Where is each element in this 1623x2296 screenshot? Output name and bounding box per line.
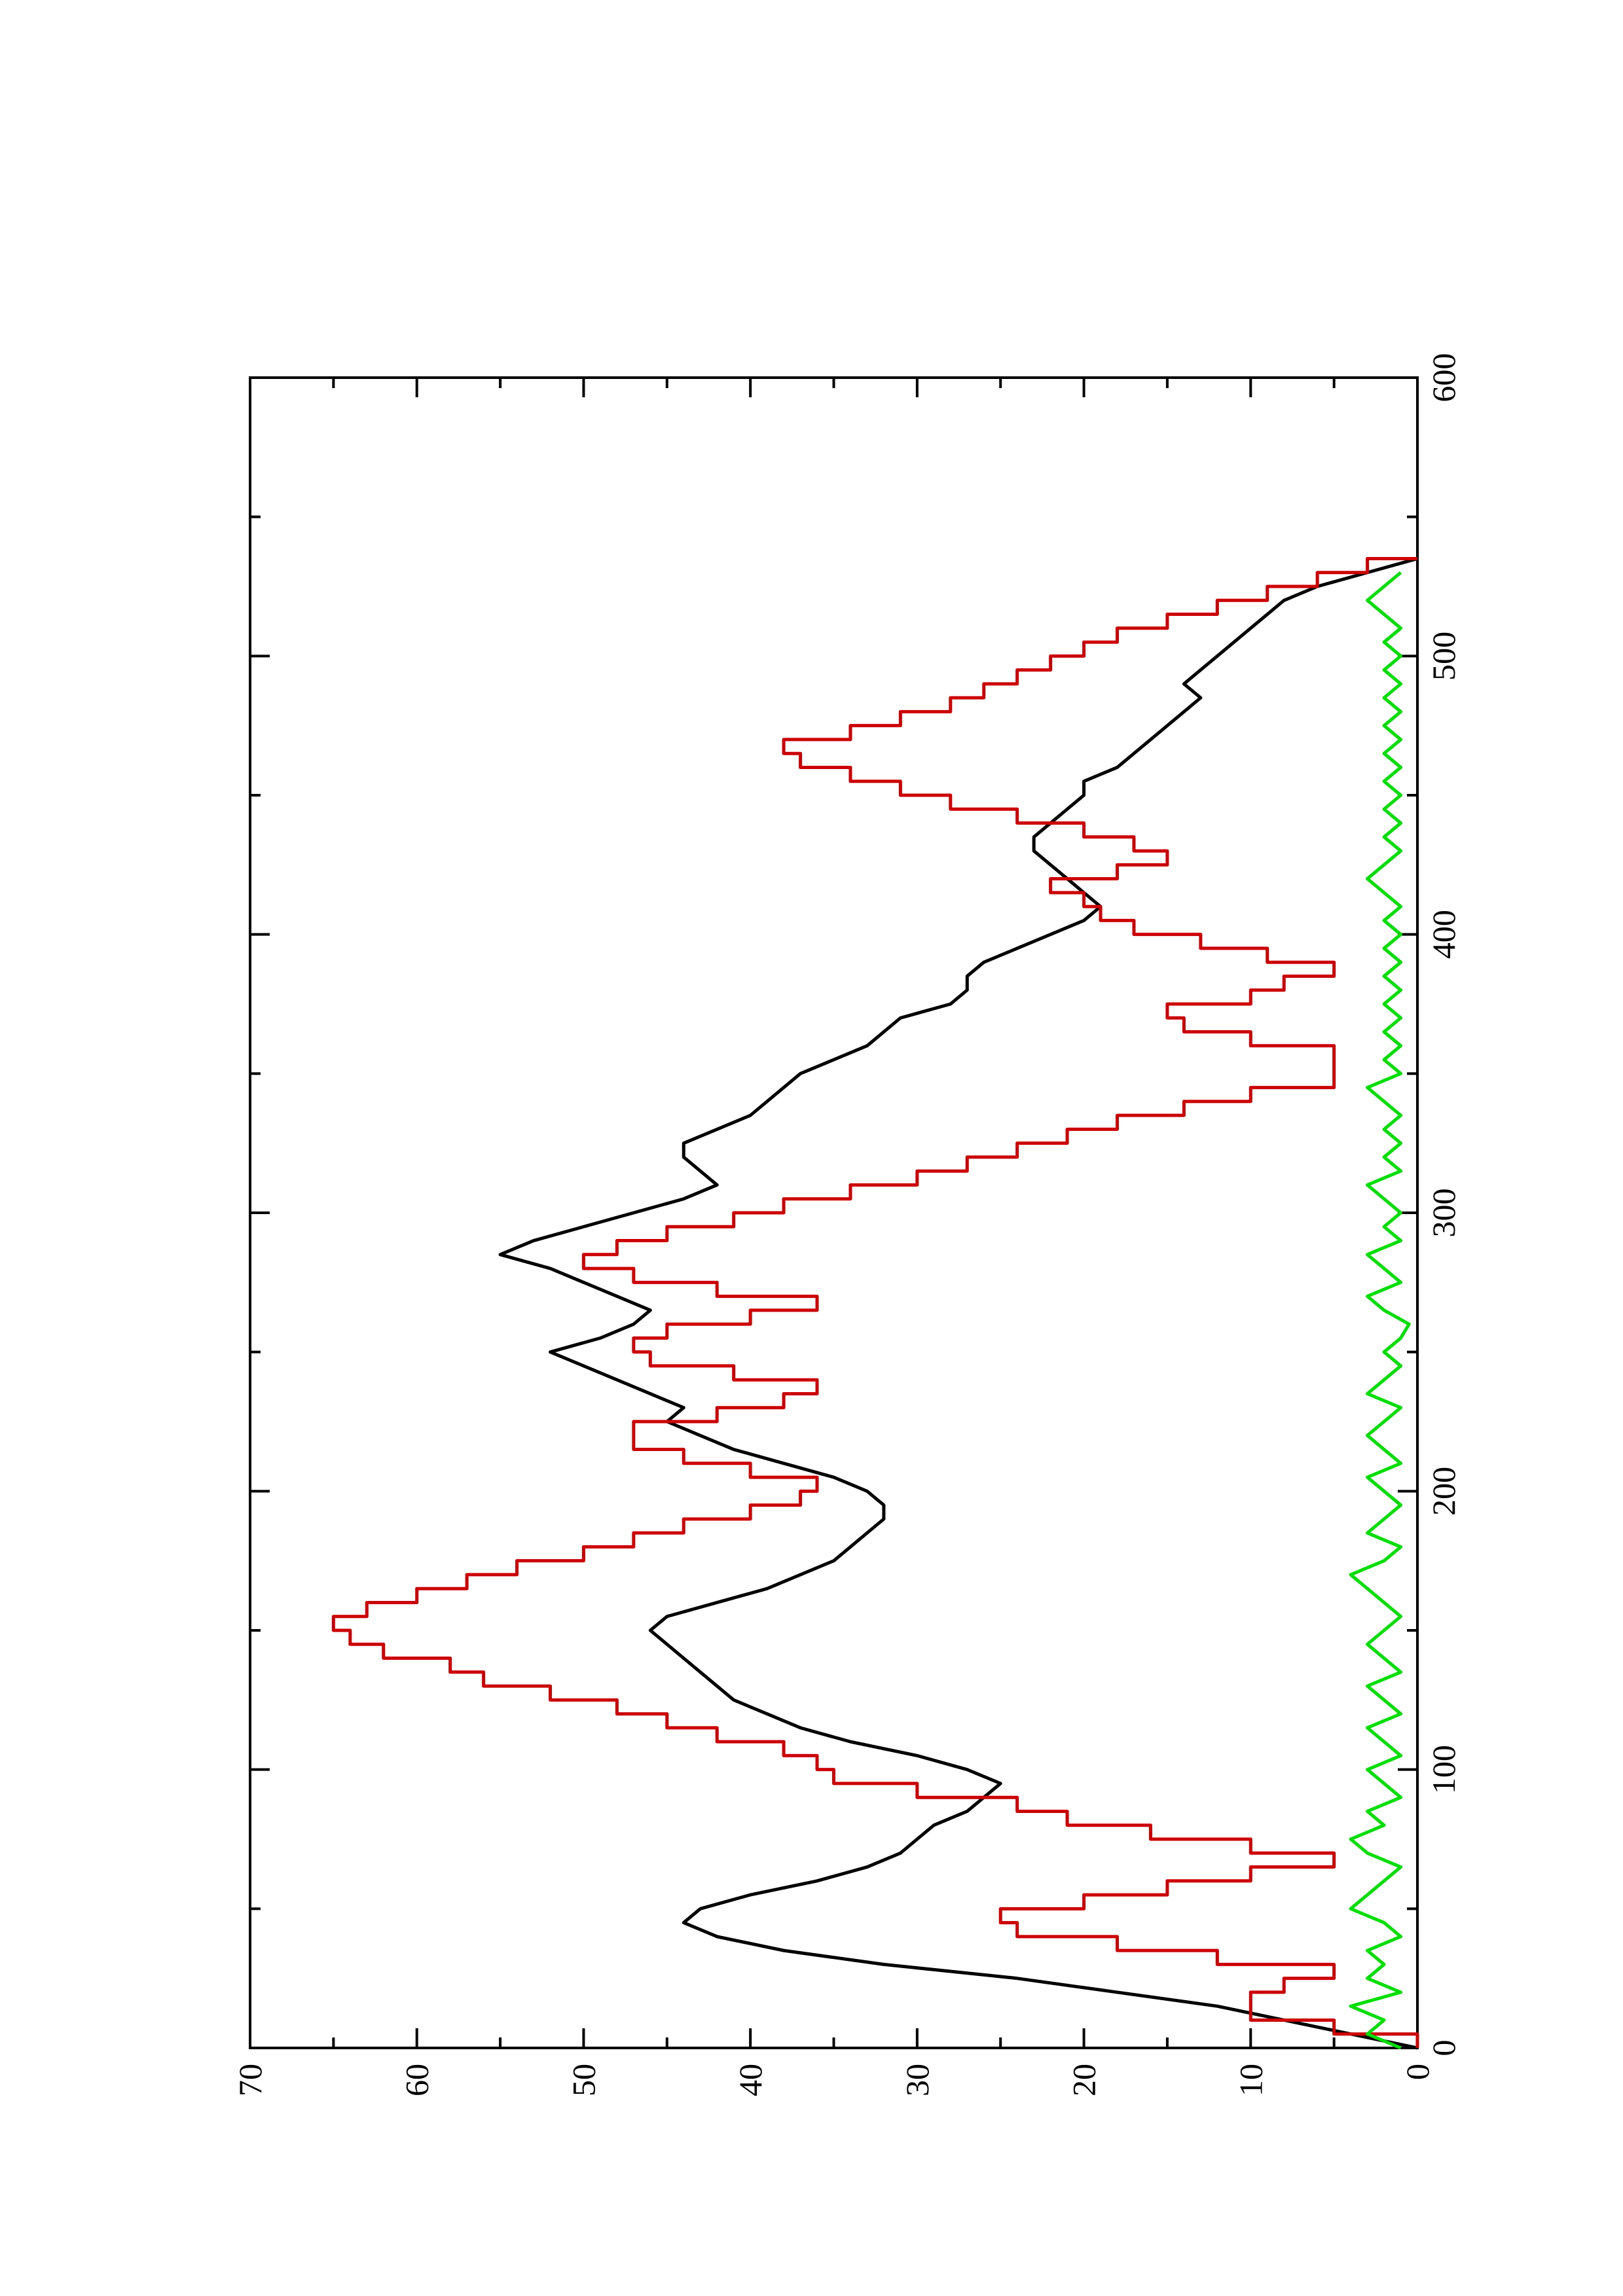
y-tick-label: 0 <box>1399 2064 1436 2080</box>
series-line-2 <box>331 556 1419 2048</box>
x-tick-label: 600 <box>1425 353 1462 403</box>
series-line-1 <box>498 557 1418 2050</box>
tick-marks <box>249 376 1419 2049</box>
chart-frame <box>249 376 1419 2049</box>
series-group <box>331 556 1419 2050</box>
y-tick-label: 40 <box>732 2064 769 2096</box>
x-tick-label: 100 <box>1425 1745 1462 1794</box>
y-tick-label: 60 <box>399 2064 435 2096</box>
x-tick-label: 400 <box>1425 910 1462 959</box>
x-tick-label: 300 <box>1425 1189 1462 1238</box>
y-tick-label: 30 <box>899 2064 936 2096</box>
x-tick-label: 500 <box>1425 632 1462 681</box>
y-tick-label: 50 <box>565 2064 602 2096</box>
tick-labels: 0 100 200 300 400 500 600 0 10 20 30 40 50 60 70 <box>232 353 1462 2097</box>
x-tick-label: 0 <box>1425 2040 1462 2056</box>
series-line-3 <box>1349 571 1411 2050</box>
y-tick-label: 20 <box>1066 2064 1103 2096</box>
y-tick-label: 70 <box>232 2064 268 2096</box>
x-tick-label: 200 <box>1425 1467 1462 1516</box>
y-tick-label: 10 <box>1232 2064 1269 2096</box>
